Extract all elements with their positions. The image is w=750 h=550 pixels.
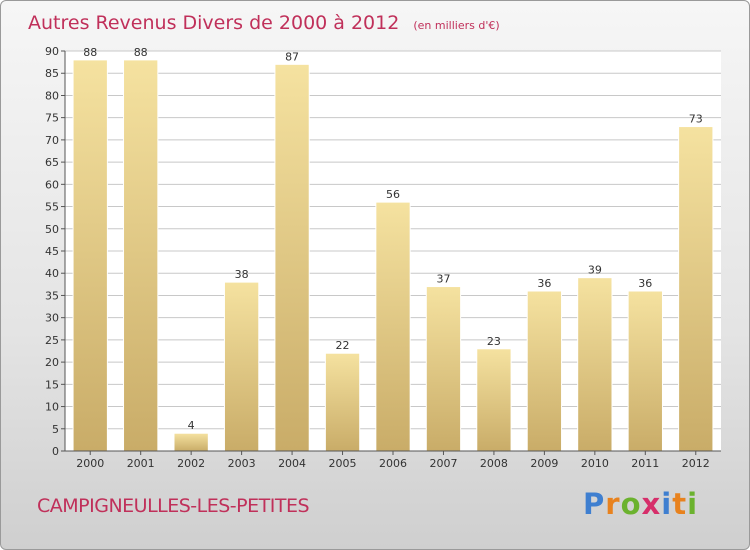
logo-letter: i bbox=[687, 487, 699, 521]
x-axis: 2000 2001 2002 2003 2004 2005 2006 2007 2008 2009… bbox=[65, 450, 721, 470]
y-tick-label: 80 bbox=[45, 89, 59, 102]
x-tick-label: 2008 bbox=[480, 457, 508, 470]
x-tick-label: 2011 bbox=[631, 457, 659, 470]
y-tick-label: 70 bbox=[45, 134, 59, 147]
bar bbox=[375, 201, 411, 452]
x-tick-label: 2006 bbox=[379, 457, 407, 470]
logo-letter: x bbox=[641, 487, 662, 521]
data-label: 56 bbox=[386, 188, 400, 201]
x-tick-label: 2012 bbox=[682, 457, 710, 470]
x-tick-label: 2009 bbox=[530, 457, 558, 470]
y-tick-label: 60 bbox=[45, 178, 59, 191]
x-tick-label: 2001 bbox=[127, 457, 155, 470]
y-tick-label: 5 bbox=[52, 423, 59, 436]
bar bbox=[678, 126, 714, 452]
data-label: 73 bbox=[689, 113, 703, 126]
bar bbox=[173, 432, 209, 452]
x-tick-label: 2004 bbox=[278, 457, 306, 470]
logo-letter: t bbox=[672, 487, 688, 521]
bar bbox=[425, 286, 462, 452]
x-tick-label: 2003 bbox=[228, 457, 256, 470]
bar bbox=[577, 277, 613, 452]
y-tick-label: 55 bbox=[45, 201, 59, 214]
y-tick-label: 10 bbox=[45, 401, 59, 414]
chart-title-main: Autres Revenus Divers de 2000 à 2012 bbox=[28, 12, 399, 34]
data-label: 4 bbox=[188, 419, 195, 432]
logo-letter: i bbox=[661, 487, 673, 521]
data-label: 36 bbox=[638, 277, 652, 290]
proxiti-logo: Proxiti bbox=[583, 487, 698, 521]
y-tick-label: 90 bbox=[45, 45, 59, 58]
y-tick-label: 65 bbox=[45, 156, 59, 169]
y-tick-label: 35 bbox=[45, 289, 59, 302]
data-label: 37 bbox=[436, 273, 450, 286]
data-label: 39 bbox=[588, 264, 602, 277]
bar bbox=[72, 59, 108, 452]
x-tick-label: 2005 bbox=[329, 457, 357, 470]
y-tick-label: 15 bbox=[45, 378, 59, 391]
data-label: 22 bbox=[336, 339, 350, 352]
data-label: 23 bbox=[487, 335, 501, 348]
chart-title-unit: (en milliers d'€) bbox=[413, 19, 499, 32]
y-tick-label: 50 bbox=[45, 223, 59, 236]
x-tick-label: 2007 bbox=[429, 457, 457, 470]
bar bbox=[324, 352, 361, 452]
y-axis: 0 5 10 15 20 25 30 35 40 45 50 55 60 65 70 75 80 85 90 bbox=[45, 45, 66, 458]
chart-title: Autres Revenus Divers de 2000 à 2012 (en… bbox=[28, 12, 500, 34]
bar bbox=[526, 290, 563, 452]
data-label: 88 bbox=[134, 46, 148, 59]
commune-name: CAMPIGNEULLES-LES-PETITES bbox=[37, 495, 310, 517]
y-tick-label: 40 bbox=[45, 267, 59, 280]
logo-letter: o bbox=[620, 487, 642, 521]
x-tick-label: 2002 bbox=[177, 457, 205, 470]
bar bbox=[476, 348, 512, 452]
y-tick-label: 45 bbox=[45, 245, 59, 258]
data-label: 36 bbox=[537, 277, 551, 290]
y-tick-label: 20 bbox=[45, 356, 59, 369]
y-tick-label: 30 bbox=[45, 312, 59, 325]
logo-letter: P bbox=[583, 487, 606, 521]
y-tick-label: 85 bbox=[45, 67, 59, 80]
x-tick-label: 2000 bbox=[76, 457, 104, 470]
bars bbox=[72, 59, 714, 452]
y-tick-label: 75 bbox=[45, 112, 59, 125]
bar bbox=[274, 63, 310, 452]
x-tick-label: 2010 bbox=[581, 457, 609, 470]
data-label: 87 bbox=[285, 50, 299, 63]
bar bbox=[123, 59, 159, 452]
data-label: 38 bbox=[235, 268, 249, 281]
data-labels: 88 88 4 38 87 22 56 37 23 36 39 36 73 bbox=[83, 46, 703, 432]
logo-letter: r bbox=[605, 487, 621, 521]
y-tick-label: 0 bbox=[52, 445, 59, 458]
data-label: 88 bbox=[83, 46, 97, 59]
bar bbox=[627, 290, 663, 452]
bar bbox=[223, 281, 260, 452]
y-tick-label: 25 bbox=[45, 334, 59, 347]
